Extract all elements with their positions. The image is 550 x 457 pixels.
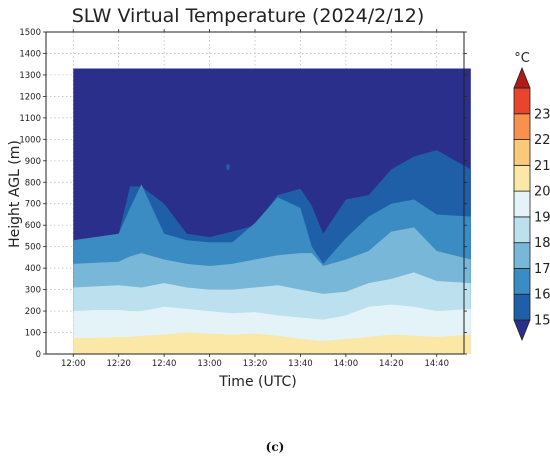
colorbar-swatch — [513, 164, 531, 192]
y-axis-label: Height AGL (m) — [7, 140, 23, 248]
y-tick-label: 600 — [25, 221, 41, 231]
small-contour-island — [226, 163, 230, 171]
colorbar-tick-label: 23 — [534, 107, 550, 122]
colorbar-tick-label: 16 — [534, 288, 550, 303]
colorbar-tick-label: 21 — [534, 159, 550, 174]
y-tick-label: 100 — [25, 329, 41, 339]
colorbar-swatches — [513, 66, 531, 342]
figure-caption: (c) — [266, 440, 285, 454]
colorbar-tick-label: 17 — [534, 262, 550, 277]
colorbar-swatch — [513, 139, 531, 166]
y-tick-label: 300 — [25, 286, 41, 296]
colorbar-swatch — [513, 242, 531, 269]
colorbar-tick-label: 15 — [534, 314, 550, 329]
y-tick-label: 200 — [25, 307, 41, 317]
y-tick-label: 1100 — [19, 114, 41, 124]
colorbar-swatch — [513, 268, 531, 295]
contour-fill — [73, 68, 471, 354]
y-tick-label: 1000 — [19, 135, 41, 145]
colorbar-swatch — [513, 293, 531, 321]
colorbar-swatch — [513, 113, 531, 140]
colorbar-swatch-high — [513, 66, 531, 89]
x-tick-label: 12:20 — [106, 359, 131, 369]
colorbar-swatch — [513, 216, 531, 244]
y-tick-label: 900 — [25, 157, 41, 167]
colorbar-tick-label: 19 — [534, 210, 550, 225]
colorbar-ticks: 15 16 17 18 19 20 21 22 23 — [534, 107, 550, 328]
x-tick-label: 13:40 — [288, 359, 313, 369]
colorbar-swatch — [513, 87, 531, 115]
y-tick-label: 700 — [25, 200, 41, 210]
x-tick-label: 13:20 — [243, 359, 268, 369]
y-tick-label: 1400 — [19, 49, 41, 59]
colorbar-swatch — [513, 190, 531, 218]
x-tick-label: 12:40 — [152, 359, 177, 369]
colorbar-tick-label: 22 — [534, 133, 550, 148]
colorbar-tick-label: 20 — [534, 185, 550, 200]
y-tick-label: 1500 — [19, 28, 41, 38]
x-axis-label: Time (UTC) — [218, 374, 296, 390]
x-tick-label: 14:40 — [424, 359, 449, 369]
y-tick-label: 1200 — [19, 92, 41, 102]
x-tick-label: 14:20 — [379, 359, 404, 369]
y-tick-label: 500 — [25, 243, 41, 253]
y-axis-ticks: 0 100 200 300 400 500 600 700 800 900 1000 1100 1200… — [19, 28, 467, 360]
plot-area — [45, 31, 471, 355]
x-tick-label: 12:00 — [61, 359, 86, 369]
colorbar-tick-label: 18 — [534, 236, 550, 251]
y-tick-label: 0 — [36, 350, 41, 360]
y-tick-label: 400 — [25, 264, 41, 274]
y-tick-label: 1300 — [19, 71, 41, 81]
chart-title: SLW Virtual Temperature (2024/2/12) — [72, 5, 425, 27]
y-tick-label: 800 — [25, 178, 41, 188]
colorbar: °C 15 16 17 18 19 20 21 22 23 — [513, 51, 550, 342]
colorbar-swatch-low — [513, 319, 531, 342]
x-tick-label: 14:00 — [334, 359, 359, 369]
x-tick-label: 13:00 — [197, 359, 222, 369]
colorbar-unit-label: °C — [514, 51, 530, 66]
x-axis-ticks: 12:00 12:20 12:40 13:00 13:20 13:40 14:00 14:20… — [61, 29, 449, 369]
contour-band-20 — [73, 332, 471, 354]
